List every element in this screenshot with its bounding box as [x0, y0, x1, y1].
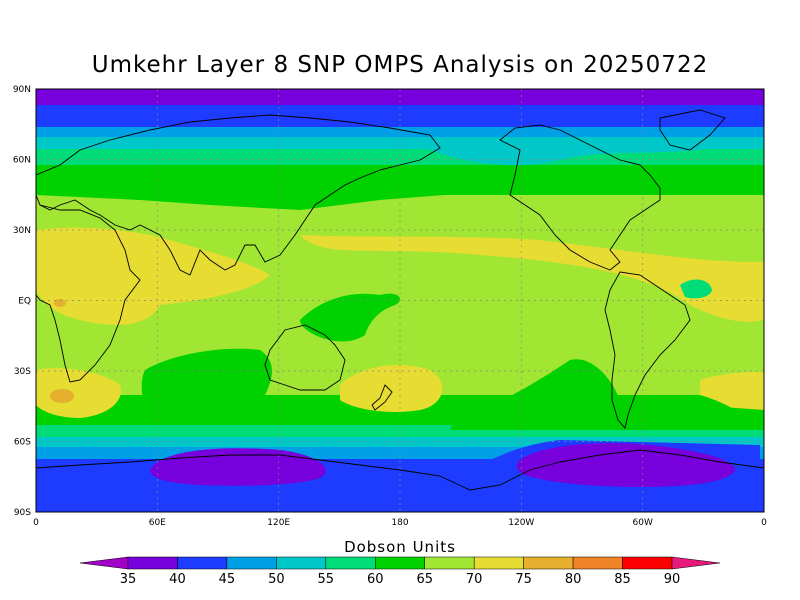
colorbar-swatch [572, 556, 623, 570]
new-zealand-outline [371, 384, 393, 411]
yellow-pacific [300, 235, 764, 322]
nh-teal-lobe [430, 140, 700, 166]
colorbar-tick-label: 90 [664, 572, 681, 587]
purple-antarctic-2 [516, 443, 735, 487]
yellow-africa [36, 227, 270, 325]
map-frame [35, 88, 765, 513]
colorbar-swatch [276, 556, 327, 570]
greenland-outline [659, 109, 726, 151]
antarctica-outline [36, 449, 764, 491]
band-55s [36, 437, 764, 447]
colorbar-swatch [177, 556, 228, 570]
nh-green-ext [36, 170, 764, 210]
graticule [36, 89, 764, 512]
colorbar-tick-label: 50 [268, 572, 285, 587]
lat-label: 60S [14, 438, 31, 448]
nh-blue-lobe [500, 105, 760, 126]
south-america-outline [604, 271, 691, 429]
colorbar-arrow-low [79, 556, 129, 570]
lon-label: 120W [508, 518, 534, 528]
green-maritime [300, 293, 400, 342]
colorbar-tick-label: 75 [515, 572, 532, 587]
lat-label: 90S [14, 508, 31, 518]
colorbar-tick-label: 45 [219, 572, 236, 587]
yellow-indian [160, 255, 230, 282]
colorbar-swatch [473, 556, 524, 570]
colorbar-swatch [325, 556, 376, 570]
orange-spot-2 [54, 299, 66, 307]
yellow-south-atl [36, 368, 121, 418]
lat-label: 90N [13, 85, 31, 95]
lat-label: 30S [14, 367, 31, 377]
australia-outline [264, 324, 346, 391]
colorbar-swatch [127, 556, 178, 570]
lat-label: 60N [13, 156, 31, 166]
lon-label: 180 [391, 518, 408, 528]
colorbar-units-label: Dobson Units [344, 538, 456, 556]
colorbar-swatch [424, 556, 475, 570]
lon-label: 0 [761, 518, 767, 528]
lon-label: 120E [267, 518, 290, 528]
lat-labels: 90N 60N 30N EQ 30S 60S 90S [13, 85, 31, 518]
colorbar-swatch [226, 556, 277, 570]
africa-outline [36, 204, 141, 383]
orange-spot-1 [50, 389, 74, 403]
green-atlantic [680, 279, 712, 299]
colorbar-tick-label: 85 [614, 572, 631, 587]
north-america-outline [499, 124, 661, 271]
yellow-tasman [340, 365, 443, 412]
colorbar-arrow-high [671, 556, 721, 570]
continent-outlines [36, 109, 764, 491]
colorbar-tick-label: 35 [120, 572, 137, 587]
lat-label: EQ [18, 297, 31, 307]
lat-label: 30N [13, 226, 31, 236]
colorbar-tick-label: 55 [318, 572, 335, 587]
lon-label: 60E [149, 518, 166, 528]
eurasia-outline [36, 114, 441, 276]
lon-label: 0 [33, 518, 39, 528]
colorbar-tick-label: 60 [367, 572, 384, 587]
green-south-pacific [450, 359, 764, 430]
colorbar-tick-label: 65 [416, 572, 433, 587]
colorbar-swatch [622, 556, 673, 570]
colorbar-tick-label: 40 [169, 572, 186, 587]
lon-labels: 0 60E 120E 180 120W 60W 0 [33, 518, 767, 528]
colorbar: 35 40 45 50 55 60 65 70 75 80 85 90 [79, 556, 721, 587]
colorbar-swatch [375, 556, 425, 570]
green-south-indian [141, 348, 272, 420]
colorbar-tick-label: 80 [565, 572, 582, 587]
yellow-se-pacific [700, 371, 764, 420]
map-title: Umkehr Layer 8 SNP OMPS Analysis on 2025… [91, 52, 709, 78]
colorbar-tick-label: 70 [466, 572, 483, 587]
colorbar-swatch [523, 556, 574, 570]
lon-label: 60W [633, 518, 653, 528]
